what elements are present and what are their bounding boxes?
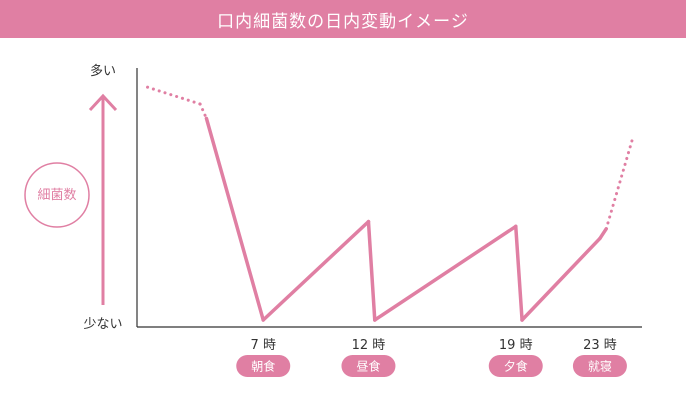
chart-title: 口内細菌数の日内変動イメージ <box>0 0 686 38</box>
meal-pill <box>488 355 543 377</box>
event-marker: 23 時就寝 <box>572 338 627 377</box>
event-marker: 7 時朝食 <box>236 338 291 377</box>
y-arrow-icon <box>88 93 118 305</box>
meal-label: 朝食 <box>251 359 275 374</box>
chart-title-text: 口内細菌数の日内変動イメージ <box>217 11 469 32</box>
meal-label: 就寝 <box>588 359 612 374</box>
y-top-label: 多い <box>90 63 116 79</box>
series-segment <box>514 224 524 322</box>
series-segment <box>598 227 608 241</box>
x-tick-label: 23 時 <box>583 338 617 353</box>
series-segment-dotted <box>198 102 208 120</box>
series-segment <box>204 116 265 322</box>
meal-label: 昼食 <box>356 359 380 374</box>
x-tick-label: 12 時 <box>352 338 386 353</box>
series-segment <box>520 236 602 322</box>
series-layer <box>146 85 636 322</box>
series-segment <box>366 219 377 322</box>
meal-pill <box>572 355 627 377</box>
series-segment <box>261 219 371 322</box>
event-layer: 7 時朝食 12 時昼食 19 時夕食 23 時就寝 <box>236 338 627 377</box>
meal-pill <box>236 355 291 377</box>
meal-pill <box>341 355 396 377</box>
quantity-badge: 細菌数 <box>24 162 90 228</box>
series-segment-dotted <box>146 85 202 106</box>
meal-label: 夕食 <box>504 359 528 374</box>
quantity-label: 細菌数 <box>37 188 76 203</box>
x-tick-label: 19 時 <box>499 338 533 353</box>
series-segment <box>373 224 518 322</box>
event-marker: 19 時夕食 <box>488 338 543 377</box>
event-marker: 12 時昼食 <box>341 338 396 377</box>
x-tick-label: 7 時 <box>251 338 276 353</box>
series-segment-dotted <box>604 133 636 231</box>
y-bottom-label: 少ない <box>83 317 122 332</box>
